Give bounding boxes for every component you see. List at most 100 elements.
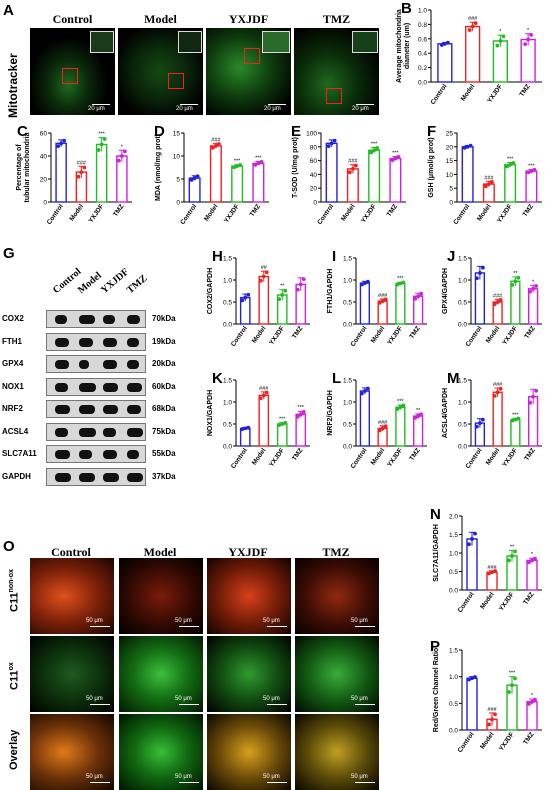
x-tick-label: TMZ: [291, 325, 304, 340]
data-point: [326, 144, 331, 149]
x-tick-label: TMZ: [386, 203, 399, 218]
bar-tmz: [527, 288, 539, 325]
data-point: [483, 184, 488, 189]
data-point: [493, 712, 497, 717]
data-point: [280, 422, 285, 426]
panel-label-h: H: [212, 248, 223, 265]
y-tick-label: 1.5: [449, 648, 458, 655]
data-point: [195, 174, 200, 179]
data-point: [473, 21, 478, 26]
y-tick-label: 25: [446, 131, 454, 138]
data-point: [82, 165, 87, 170]
panel-label-o: O: [3, 538, 15, 555]
x-tick-label: TMZ: [408, 325, 421, 340]
x-tick-label: Model: [476, 203, 493, 223]
data-point: [243, 426, 248, 431]
y-axis-label: GSH (μmol/g prot): [428, 137, 435, 197]
y-tick-label: 1.0: [449, 551, 458, 558]
data-point: [329, 141, 334, 146]
wb-band: [55, 450, 70, 459]
data-point: [467, 677, 471, 682]
data-point: [393, 156, 398, 161]
wb-strip-nox1: [46, 377, 146, 396]
x-tick-label: TMZ: [291, 447, 304, 462]
wb-band: [103, 360, 117, 369]
bar-control: [437, 43, 453, 83]
data-point: [490, 717, 494, 722]
significance-label: ###: [487, 565, 497, 571]
data-point: [498, 39, 503, 43]
data-point: [350, 166, 355, 171]
data-point: [261, 274, 266, 279]
scale-bar: [356, 104, 374, 105]
roi-box: [326, 88, 342, 104]
zoom-inset: [352, 31, 378, 53]
data-point: [396, 154, 401, 159]
data-point: [401, 403, 406, 408]
wb-band: [79, 382, 96, 392]
bar-chart-i: 0.0 0.5 1.0 1.5 FTH1/GAPDH Control ### Model ***…: [327, 256, 427, 348]
wb-strip-slc7a11: [46, 445, 146, 463]
x-tick-label: Model: [340, 203, 357, 223]
wb-band: [103, 405, 118, 414]
data-point: [495, 300, 500, 304]
data-point: [401, 280, 406, 285]
bar-chart-c: 0 20 40 60 Percentage of tubular mitochondria…: [16, 131, 132, 226]
panel-label-l: L: [332, 370, 342, 387]
wb-protein-label: GPX4: [2, 359, 24, 368]
scale-bar: [267, 782, 287, 783]
y-tick-label: 0.0: [343, 322, 352, 329]
y-tick-label: 1.5: [343, 378, 352, 385]
y-tick-label: 1.0: [343, 400, 352, 407]
wb-kda-label: 37kDa: [152, 471, 176, 481]
wb-strip-acsl4: [46, 422, 146, 441]
wb-kda-label: 68kDa: [152, 404, 176, 413]
significance-label: ***: [512, 412, 519, 418]
y-tick-label: 1.5: [223, 378, 232, 385]
y-tick-label: 1.0: [458, 400, 467, 407]
x-tick-label: TMZ: [523, 447, 536, 462]
data-point: [445, 40, 450, 45]
scale-text: 50 μm: [86, 696, 103, 702]
significance-label: *: [531, 693, 534, 699]
row-label-c11-nonox: C11non-ox: [8, 569, 21, 612]
y-tick-label: 1.5: [458, 256, 467, 263]
data-point: [531, 394, 536, 399]
data-point: [353, 163, 358, 168]
bar-tmz: [520, 38, 536, 83]
bar-yxjdf: [395, 282, 406, 325]
data-point: [416, 414, 421, 418]
y-axis-label: NRF2/GAPDH: [327, 390, 334, 436]
bar-yxjdf: [395, 406, 406, 447]
micrograph-control-mito: 20 μm: [30, 28, 115, 115]
bar-tmz: [526, 559, 538, 591]
bar-control: [466, 538, 478, 591]
data-point: [383, 297, 388, 302]
y-tick-label: 0.5: [223, 422, 232, 429]
data-point: [210, 145, 215, 150]
x-tick-label: YXJDF: [360, 203, 378, 224]
data-point: [492, 302, 497, 307]
x-tick-label: TMZ: [518, 83, 531, 98]
x-tick-label: TMZ: [112, 203, 125, 218]
data-point: [283, 288, 288, 293]
data-point: [467, 28, 472, 32]
panel-label-n: N: [430, 506, 441, 523]
panel-label-b: B: [401, 0, 412, 17]
x-tick-label: Model: [460, 83, 477, 103]
wb-strip-nrf2: [46, 400, 146, 418]
data-point: [377, 428, 382, 433]
wb-kda-label: 60kDa: [152, 381, 176, 391]
data-point: [383, 424, 388, 429]
bar-chart-l: 0.00.51.01.5NRF2/GAPDHControl###Model***…: [327, 378, 427, 470]
data-point: [99, 142, 104, 147]
data-point: [102, 137, 107, 141]
bar-chart-h: 0.0 0.5 1.0 1.5 COX2/GAPDH Control ## Model ** YX…: [207, 256, 310, 348]
data-point: [365, 279, 370, 284]
header-control-o: Control: [51, 545, 91, 559]
y-tick-label: 20: [446, 144, 454, 151]
wb-band: [55, 472, 71, 482]
bar-yxjdf: [276, 423, 288, 447]
bar-control: [325, 142, 338, 203]
data-point: [277, 423, 282, 427]
